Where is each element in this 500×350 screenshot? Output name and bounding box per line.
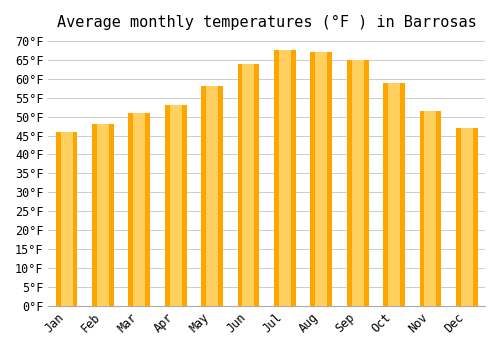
Bar — [56, 132, 78, 306]
Bar — [456, 128, 477, 306]
Bar — [274, 50, 296, 306]
Bar — [420, 111, 442, 306]
Bar — [310, 52, 332, 306]
Bar — [420, 111, 442, 306]
Bar — [128, 113, 150, 306]
Bar — [238, 64, 260, 306]
Bar — [352, 60, 364, 306]
Bar — [461, 128, 473, 306]
Bar — [346, 60, 368, 306]
Bar — [206, 86, 218, 306]
Bar — [242, 64, 254, 306]
Bar — [238, 64, 260, 306]
Bar — [170, 105, 181, 306]
Bar — [201, 86, 223, 306]
Bar — [383, 83, 405, 306]
Bar — [92, 124, 114, 306]
Bar — [310, 52, 332, 306]
Bar — [128, 113, 150, 306]
Bar — [274, 50, 296, 306]
Bar — [165, 105, 186, 306]
Bar — [165, 105, 186, 306]
Title: Average monthly temperatures (°F ) in Barrosas: Average monthly temperatures (°F ) in Ba… — [57, 15, 476, 30]
Bar — [60, 132, 72, 306]
Bar — [201, 86, 223, 306]
Bar — [97, 124, 109, 306]
Bar — [456, 128, 477, 306]
Bar — [383, 83, 405, 306]
Bar — [92, 124, 114, 306]
Bar — [424, 111, 436, 306]
Bar — [346, 60, 368, 306]
Bar — [316, 52, 328, 306]
Bar — [388, 83, 400, 306]
Bar — [134, 113, 145, 306]
Bar — [279, 50, 291, 306]
Bar — [56, 132, 78, 306]
